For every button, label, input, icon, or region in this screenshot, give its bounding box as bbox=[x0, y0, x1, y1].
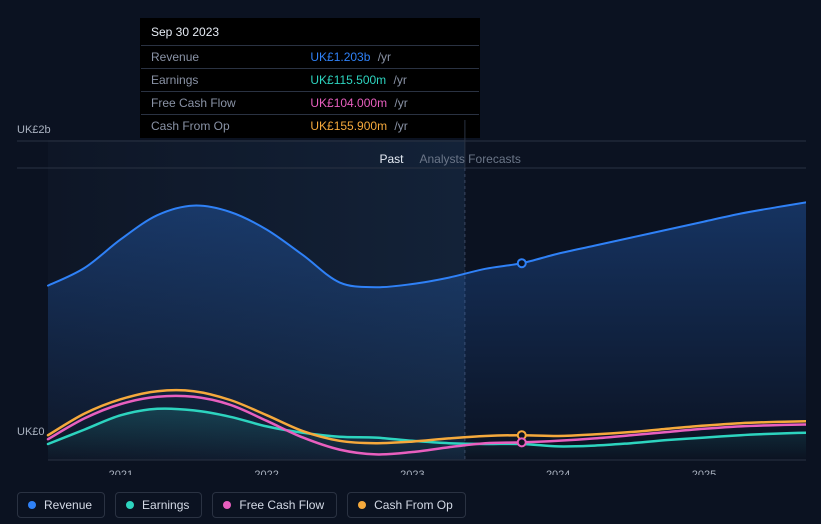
legend-label: Free Cash Flow bbox=[239, 498, 324, 512]
line-chart[interactable]: 2021 2022 2023 2024 2025 bbox=[17, 120, 806, 475]
tooltip-label: Free Cash Flow bbox=[141, 92, 300, 115]
y-tick-max: UK£2b bbox=[17, 124, 51, 136]
legend-label: Revenue bbox=[44, 498, 92, 512]
legend-item-cfo[interactable]: Cash From Op bbox=[347, 492, 466, 518]
svg-text:2025: 2025 bbox=[692, 469, 716, 475]
legend-item-revenue[interactable]: Revenue bbox=[17, 492, 105, 518]
legend-dot bbox=[223, 501, 231, 509]
tooltip-value: UK£1.203b /yr bbox=[300, 46, 479, 69]
legend-dot bbox=[358, 501, 366, 509]
legend-item-fcf[interactable]: Free Cash Flow bbox=[212, 492, 337, 518]
tooltip-row: EarningsUK£115.500m /yr bbox=[141, 69, 479, 92]
legend-label: Earnings bbox=[142, 498, 189, 512]
legend-label: Cash From Op bbox=[374, 498, 453, 512]
legend-item-earnings[interactable]: Earnings bbox=[115, 492, 202, 518]
label-forecast: Analysts Forecasts bbox=[412, 152, 521, 166]
tooltip-row: Free Cash FlowUK£104.000m /yr bbox=[141, 92, 479, 115]
tooltip-label: Earnings bbox=[141, 69, 300, 92]
label-past: Past bbox=[379, 152, 411, 166]
tooltip-label: Revenue bbox=[141, 46, 300, 69]
svg-text:2023: 2023 bbox=[400, 469, 424, 475]
legend: Revenue Earnings Free Cash Flow Cash From O… bbox=[17, 492, 466, 518]
legend-dot bbox=[126, 501, 134, 509]
y-tick-min: UK£0 bbox=[17, 426, 45, 438]
legend-dot bbox=[28, 501, 36, 509]
tooltip-date: Sep 30 2023 bbox=[141, 19, 479, 45]
tooltip-row: RevenueUK£1.203b /yr bbox=[141, 46, 479, 69]
tooltip-value: UK£104.000m /yr bbox=[300, 92, 479, 115]
svg-text:2022: 2022 bbox=[254, 469, 278, 475]
svg-text:2021: 2021 bbox=[109, 469, 133, 475]
tooltip-value: UK£115.500m /yr bbox=[300, 69, 479, 92]
svg-text:2024: 2024 bbox=[546, 469, 570, 475]
chart-container: UK£2b UK£0 Past Analysts Forecasts 20212… bbox=[17, 120, 806, 500]
